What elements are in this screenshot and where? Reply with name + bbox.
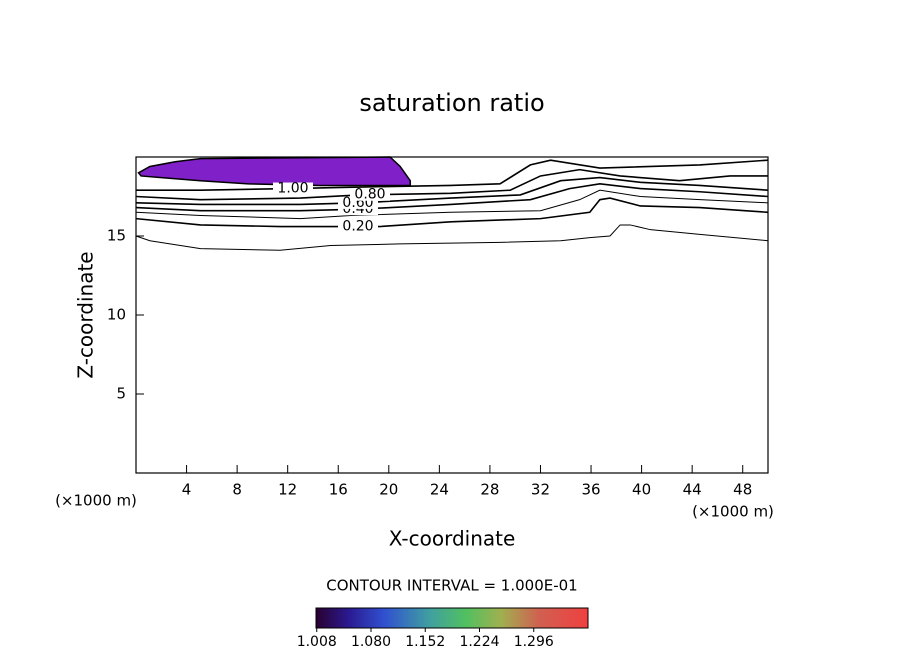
x-tick-label: 48 <box>733 481 752 499</box>
contour-line <box>135 197 769 228</box>
x-axis-label: X-coordinate <box>389 527 516 551</box>
contour-label: 1.00 <box>277 181 308 197</box>
x-tick-label: 4 <box>182 481 192 499</box>
y-axis-label: Z-coordinate <box>74 251 98 378</box>
colorbar-tick-label: 1.080 <box>351 634 391 650</box>
contour-label: 0.80 <box>354 187 385 203</box>
contour-label: 0.20 <box>342 219 373 235</box>
chart-title: saturation ratio <box>359 89 544 117</box>
x-tick-label: 28 <box>480 481 499 499</box>
y-tick-label: 15 <box>107 227 126 245</box>
colorbar-title: CONTOUR INTERVAL = 1.000E-01 <box>326 577 577 595</box>
contour-line <box>135 189 769 220</box>
x-tick-label: 44 <box>683 481 702 499</box>
x-tick-label: 16 <box>329 481 348 499</box>
colorbar-tick-label: 1.224 <box>459 634 499 650</box>
x-unit-label: (×1000 m) <box>692 503 774 521</box>
x-tick-label: 8 <box>232 481 242 499</box>
x-tick-label: 20 <box>379 481 398 499</box>
contour-label-bg <box>273 182 313 195</box>
contour-line <box>136 159 769 191</box>
y-tick-label: 10 <box>107 306 126 324</box>
contour-label-bg <box>338 220 378 233</box>
x-tick-label: 24 <box>430 481 449 499</box>
colorbar-tick-label: 1.008 <box>297 634 337 650</box>
colorbar <box>315 607 589 629</box>
x-unit-label: (×1000 m) <box>55 492 137 510</box>
colorbar-tick-label: 1.296 <box>514 634 554 650</box>
contour-label-bg <box>350 188 390 201</box>
x-tick-label: 12 <box>278 481 297 499</box>
contour-line <box>135 176 769 206</box>
y-tick-label: 5 <box>116 385 126 403</box>
contour-line <box>135 183 769 212</box>
x-tick-label: 36 <box>581 481 600 499</box>
colorbar-tick-label: 1.152 <box>405 634 445 650</box>
x-tick-label: 40 <box>632 481 651 499</box>
contour-line <box>135 224 769 251</box>
x-tick-label: 32 <box>531 481 550 499</box>
filled-region <box>137 156 412 187</box>
contour-line <box>135 168 768 201</box>
